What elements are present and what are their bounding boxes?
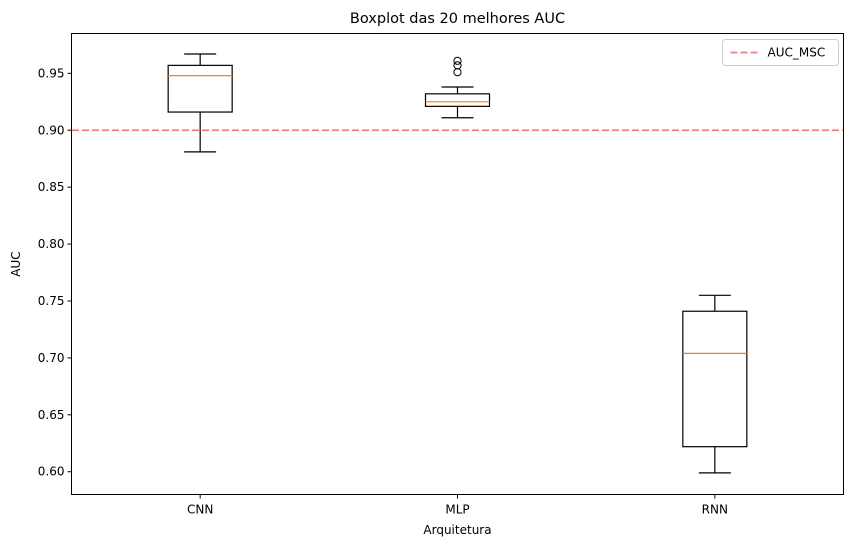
y-tick-label: 0.90 bbox=[38, 123, 65, 137]
x-axis: CNN MLP RNN bbox=[187, 494, 728, 517]
x-tick-label: MLP bbox=[445, 503, 469, 517]
y-axis: 0.60 0.65 0.70 0.75 0.80 0.85 0.90 0.95 bbox=[38, 66, 72, 479]
chart-title: Boxplot das 20 melhores AUC bbox=[350, 11, 565, 27]
outlier-point bbox=[453, 56, 462, 65]
box-cnn bbox=[167, 53, 233, 153]
y-tick-label: 0.95 bbox=[38, 66, 65, 80]
legend-label: AUC_MSC bbox=[768, 46, 826, 60]
y-tick-label: 0.60 bbox=[38, 465, 65, 479]
plot-frame bbox=[71, 33, 844, 495]
legend: AUC_MSC bbox=[722, 39, 839, 66]
y-tick-label: 0.75 bbox=[38, 294, 65, 308]
x-tick-label: RNN bbox=[702, 503, 728, 517]
y-tick-label: 0.70 bbox=[38, 351, 65, 365]
box-rnn bbox=[682, 294, 748, 474]
x-tick-label: CNN bbox=[187, 503, 213, 517]
box-mlp bbox=[424, 56, 491, 119]
outlier-point bbox=[453, 68, 462, 77]
box-iqr bbox=[682, 310, 748, 448]
box-iqr bbox=[424, 93, 491, 107]
y-axis-label: AUC bbox=[9, 251, 23, 276]
box-iqr bbox=[167, 64, 233, 113]
y-tick-label: 0.65 bbox=[38, 408, 65, 422]
y-tick-label: 0.85 bbox=[38, 180, 65, 194]
boxes-group bbox=[167, 53, 748, 474]
x-axis-label: Arquitetura bbox=[423, 523, 491, 537]
y-tick-label: 0.80 bbox=[38, 237, 65, 251]
legend-box bbox=[722, 39, 839, 66]
outlier-point bbox=[453, 61, 462, 70]
